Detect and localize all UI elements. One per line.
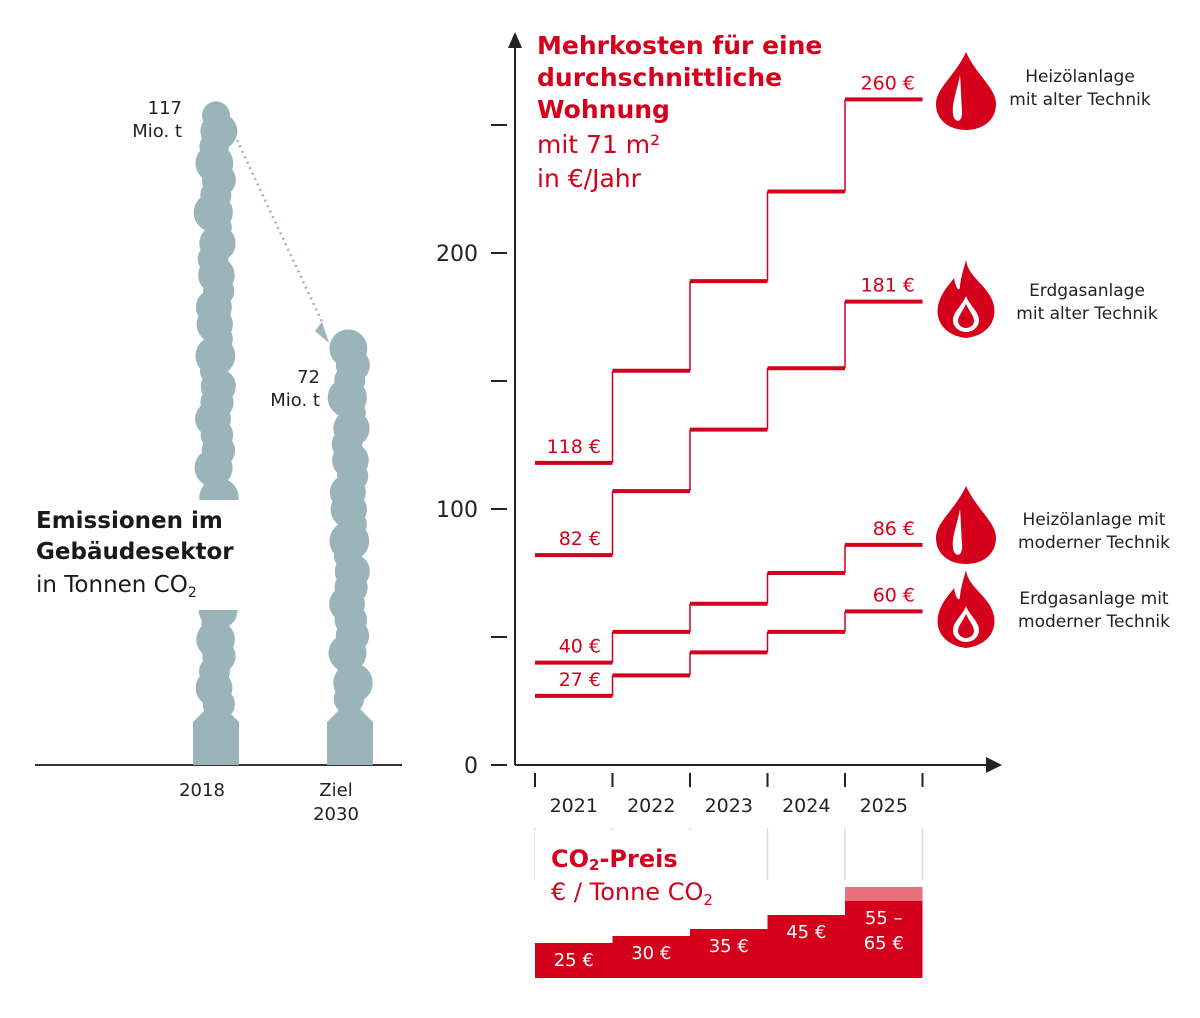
co2-price-label: 30 €	[631, 943, 671, 964]
x-tick-label: 2024	[782, 795, 830, 817]
costs-chart: 0 100 200 2021 2022 2023 2024 2025 118 € 260 € 8…	[436, 31, 1170, 817]
legend-item-oil-old: Heizölanlage mit alter Technik	[936, 52, 1151, 130]
legend-item-gas-old: Erdgasanlage mit alter Technik	[937, 260, 1158, 338]
category-label-2030: 2030	[313, 804, 359, 825]
legend-item-oil-modern: Heizölanlage mit moderner Technik	[936, 486, 1170, 564]
x-ticks: 2021 2022 2023 2024 2025	[534, 773, 924, 817]
co2-price-bar	[767, 915, 845, 978]
legend-label-oil-modern-line1: Heizölanlage mit	[1023, 510, 1166, 530]
emissions-title-line2: Gebäudesektor	[36, 539, 234, 565]
category-label-ziel: Ziel	[319, 780, 352, 801]
co2-price-label: 35 €	[709, 936, 749, 957]
legend-label-gas-old-line1: Erdgasanlage	[1029, 281, 1145, 301]
house-icon	[327, 699, 373, 765]
costs-subtitle-line2: in €/Jahr	[537, 164, 642, 193]
start-value-label: 82 €	[559, 528, 601, 550]
legend-label-gas-modern-line2: moderner Technik	[1018, 612, 1170, 632]
co2-price-range	[845, 887, 923, 901]
series-value-labels: 118 € 260 € 82 € 181 € 40 € 86 € 27 € 60 €	[547, 72, 915, 690]
gas-flame-core	[958, 614, 974, 638]
costs-subtitle-line1: mit 71 m²	[537, 130, 660, 159]
series-4	[535, 609, 923, 698]
oil-drop-highlight	[952, 509, 963, 555]
co2-price-bar	[612, 936, 690, 978]
y-tick-label: 200	[436, 242, 478, 267]
emissions-panel: 117 Mio. t 72 Mio. t Emissionen im Gebäu…	[30, 98, 402, 825]
co2-price-label-line2: 65 €	[864, 933, 904, 954]
x-axis-arrowhead	[986, 757, 1002, 773]
costs-title-line2: durchschnittliche	[537, 63, 782, 92]
co2-price-panel: CO2-Preis € / Tonne CO2 25 € 30 € 35 € 45 €…	[534, 828, 924, 978]
category-label-2018: 2018	[179, 780, 225, 801]
end-value-label: 86 €	[873, 518, 915, 540]
end-value-label: 181 €	[861, 275, 915, 297]
x-tick-label: 2023	[705, 795, 753, 817]
legend-label-gas-old-line2: mit alter Technik	[1016, 304, 1158, 324]
legend-label-oil-modern-line2: moderner Technik	[1018, 533, 1170, 553]
title-backdrop	[30, 500, 270, 610]
series-steps	[535, 97, 923, 698]
unit-label-2030: Mio. t	[270, 390, 320, 411]
x-tick-label: 2025	[860, 795, 908, 817]
co2-price-bar	[535, 943, 613, 978]
oil-drop-icon	[936, 486, 996, 564]
costs-title-line1: Mehrkosten für eine	[537, 31, 822, 60]
co2-price-label-line1: 55 –	[865, 908, 903, 929]
reduction-arrow	[235, 139, 324, 323]
house-icon	[193, 699, 239, 765]
y-tick-label: 100	[436, 498, 478, 523]
gas-flame-core	[958, 304, 974, 328]
co2-price-bars: 25 € 30 € 35 € 45 € 55 – 65 €	[535, 887, 923, 978]
y-axis-arrowhead	[508, 32, 522, 48]
end-value-label: 260 €	[861, 72, 915, 94]
emissions-title-line1: Emissionen im	[36, 508, 223, 534]
legend-label-oil-old-line1: Heizölanlage	[1025, 67, 1135, 87]
series-2	[535, 299, 923, 558]
start-value-label: 118 €	[547, 436, 601, 458]
co2-price-title: CO2-Preis	[551, 845, 678, 874]
co2-title-backdrop	[535, 830, 755, 910]
unit-label-2018: Mio. t	[132, 121, 182, 142]
emission-column-2018	[193, 101, 239, 765]
value-label-2030: 72	[297, 367, 320, 388]
x-tick-label: 2021	[550, 795, 598, 817]
y-ticks: 0 100 200	[436, 124, 507, 779]
co2-price-bar	[845, 901, 923, 978]
emissions-subtitle: in Tonnen CO2	[36, 572, 197, 601]
y-tick-label: 0	[464, 754, 478, 779]
start-value-label: 27 €	[559, 669, 601, 691]
co2-price-bar	[690, 929, 768, 978]
costs-title-line3: Wohnung	[537, 95, 670, 124]
legend-item-gas-modern: Erdgasanlage mit moderner Technik	[937, 570, 1170, 648]
co2-price-label: 45 €	[786, 922, 826, 943]
legend-label-gas-modern-line1: Erdgasanlage mit	[1019, 589, 1169, 609]
x-tick-label: 2022	[627, 795, 675, 817]
series-3	[535, 542, 923, 665]
reduction-arrowhead	[315, 322, 329, 343]
start-value-label: 40 €	[559, 636, 601, 658]
oil-drop-highlight	[952, 75, 963, 121]
co2-price-label: 25 €	[554, 950, 594, 971]
emission-column-2030	[327, 329, 373, 765]
oil-drop-icon	[936, 52, 996, 130]
legend-label-oil-old-line2: mit alter Technik	[1009, 90, 1151, 110]
end-value-label: 60 €	[873, 584, 915, 606]
value-label-2018: 117	[148, 98, 182, 119]
series-1	[535, 97, 923, 465]
co2-price-unit: € / Tonne CO2	[551, 878, 713, 909]
